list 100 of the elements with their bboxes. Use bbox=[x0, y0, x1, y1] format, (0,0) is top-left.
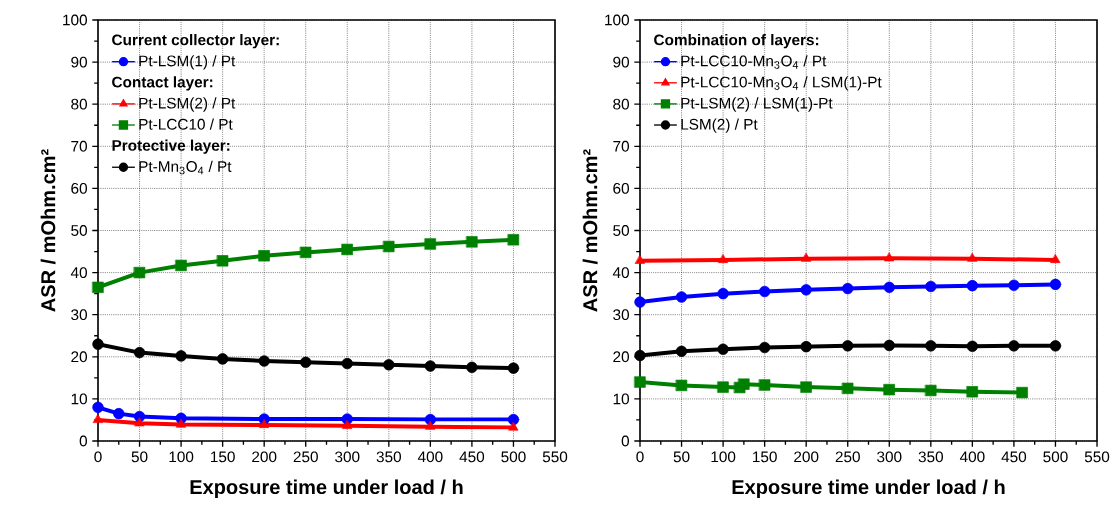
point bbox=[424, 360, 437, 372]
point bbox=[718, 254, 729, 263]
point bbox=[925, 340, 937, 352]
point bbox=[717, 343, 729, 355]
x-tick-label: 150 bbox=[753, 451, 777, 463]
x-axis-title: Exposure time under load / h bbox=[732, 479, 1005, 499]
point bbox=[925, 280, 937, 293]
point bbox=[675, 379, 688, 392]
point bbox=[635, 255, 645, 264]
y-axis-title: ASR / mOhm.cm² bbox=[582, 149, 598, 312]
x-tick-label: 250 bbox=[293, 451, 318, 463]
point bbox=[842, 340, 854, 352]
point bbox=[842, 382, 854, 395]
point bbox=[1008, 340, 1020, 352]
point bbox=[675, 291, 688, 303]
annotation: Current collector layer: bbox=[112, 34, 279, 49]
point bbox=[466, 236, 478, 248]
y-tick-label: 20 bbox=[613, 351, 629, 363]
y-tick-label: 0 bbox=[621, 435, 630, 447]
point bbox=[424, 238, 437, 250]
point bbox=[176, 418, 187, 428]
point bbox=[966, 386, 979, 398]
x-tick-label: 200 bbox=[252, 451, 277, 463]
point bbox=[1050, 254, 1061, 263]
point bbox=[1008, 279, 1020, 291]
point bbox=[466, 361, 478, 373]
point bbox=[1049, 340, 1062, 352]
x-tick-label: 0 bbox=[94, 451, 102, 463]
y-tick-label: 100 bbox=[605, 14, 629, 26]
point bbox=[133, 266, 146, 279]
point bbox=[92, 401, 104, 413]
point bbox=[507, 362, 520, 374]
point bbox=[758, 285, 771, 298]
x-tick-label: 550 bbox=[1084, 451, 1110, 463]
point bbox=[925, 384, 937, 397]
point bbox=[842, 282, 854, 295]
point bbox=[133, 346, 146, 359]
y-axis-title: ASR / mOhm.cm² bbox=[40, 149, 56, 312]
x-tick-label: 50 bbox=[131, 451, 148, 463]
y-tick-label: 90 bbox=[613, 56, 629, 68]
x-tick-label: 400 bbox=[417, 451, 443, 463]
point bbox=[113, 407, 125, 420]
point bbox=[967, 253, 978, 262]
point bbox=[258, 250, 270, 262]
point bbox=[634, 296, 646, 308]
y-tick-label: 80 bbox=[71, 98, 87, 110]
legend-label: Pt-Mn$_{3}$O$_{4}$ / Pt bbox=[139, 160, 232, 175]
point bbox=[883, 339, 895, 352]
legend-label: Pt-LCC10 / Pt bbox=[139, 118, 233, 130]
legend-label: Pt-LCC10-Mn$_{3}$O$_{4}$ / Pt bbox=[681, 55, 827, 69]
point bbox=[883, 281, 895, 294]
point bbox=[507, 234, 520, 246]
point bbox=[93, 414, 103, 423]
y-tick-label: 60 bbox=[71, 182, 87, 194]
point bbox=[134, 417, 145, 427]
point bbox=[801, 253, 812, 262]
y-tick-label: 20 bbox=[71, 351, 87, 363]
point bbox=[738, 378, 750, 390]
point bbox=[92, 338, 104, 350]
x-tick-label: 350 bbox=[918, 451, 944, 463]
point bbox=[216, 353, 229, 365]
legend-label: Pt-LSM(2) / LSM(1)-Pt bbox=[681, 97, 833, 112]
annotation: Contact layer: bbox=[112, 76, 213, 91]
point bbox=[1016, 386, 1028, 399]
y-tick-label: 100 bbox=[63, 14, 87, 26]
point bbox=[300, 246, 312, 259]
point bbox=[175, 259, 187, 272]
point bbox=[966, 279, 979, 292]
x-tick-label: 350 bbox=[376, 451, 401, 463]
x-tick-label: 400 bbox=[959, 451, 985, 463]
legend-label: Pt-LCC10-Mn$_{3}$O$_{4}$ / LSM(1)-Pt bbox=[681, 76, 882, 91]
point bbox=[508, 421, 519, 431]
y-tick-label: 60 bbox=[613, 182, 629, 194]
point bbox=[216, 255, 229, 267]
point bbox=[800, 341, 812, 353]
annotation: Protective layer: bbox=[112, 139, 230, 154]
y-tick-label: 0 bbox=[79, 435, 87, 447]
x-tick-label: 100 bbox=[711, 451, 736, 463]
point bbox=[341, 243, 353, 256]
x-tick-label: 500 bbox=[1043, 451, 1068, 463]
legend-label: LSM(2) / Pt bbox=[681, 118, 758, 133]
x-tick-label: 300 bbox=[335, 451, 360, 463]
y-tick-label: 10 bbox=[613, 393, 629, 405]
legend-label: Pt-LSM(2) / Pt bbox=[139, 97, 236, 112]
y-tick-label: 30 bbox=[71, 309, 87, 321]
point bbox=[258, 355, 270, 367]
y-tick-label: 10 bbox=[71, 393, 87, 405]
y-tick-label: 40 bbox=[612, 267, 629, 279]
point bbox=[341, 357, 353, 370]
point bbox=[758, 379, 771, 391]
point bbox=[1049, 278, 1062, 291]
point bbox=[507, 413, 520, 426]
point bbox=[383, 359, 395, 371]
point bbox=[634, 349, 646, 362]
x-tick-label: 500 bbox=[501, 451, 526, 463]
point bbox=[675, 345, 688, 357]
point bbox=[92, 281, 104, 294]
point bbox=[342, 420, 353, 429]
legend-label: Pt-LSM(1) / Pt bbox=[139, 55, 236, 70]
point bbox=[300, 356, 312, 368]
